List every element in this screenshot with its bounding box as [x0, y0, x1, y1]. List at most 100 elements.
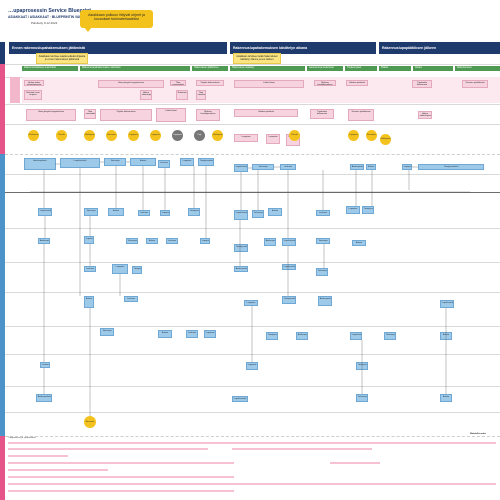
backstage-action: Tietojärjestelmät: [188, 208, 200, 216]
support-bar: [8, 455, 68, 458]
lane-marker-support: [0, 436, 5, 500]
backstage-action: Tarkastaja: [252, 210, 264, 218]
frontstage-action: Arkisto: [366, 164, 376, 170]
backstage-action: Asiakaspalvelu: [38, 238, 50, 244]
backstage-action: Lupakäsittelijä: [282, 238, 296, 246]
lane-marker-backstage: [0, 154, 5, 436]
support-bar: [8, 490, 234, 493]
customer-action: Tilaa suunnitelmat: [170, 80, 186, 86]
backstage-action: Arkisto: [146, 238, 158, 244]
line-of-interaction: [5, 154, 500, 155]
support-bar: [8, 442, 496, 445]
backstage-action: Asiakaspalvelu: [318, 296, 332, 306]
backstage-action: Lupakäsittelijä: [84, 236, 94, 244]
backstage-action: Tietojärjestelmät: [234, 244, 248, 252]
frontstage-action: Lupakäsittelijä: [60, 158, 100, 168]
page-title: …upaprosessin Service Blueprint: [8, 8, 92, 14]
lane-marker-customer: [0, 64, 5, 154]
frontstage-action: Lupakäsittelijä: [234, 164, 248, 172]
customer-action: Rakentaa: [176, 90, 188, 100]
touchpoint-circle: Kirje: [194, 130, 205, 141]
backstage-action: Tarkastaja: [316, 268, 328, 276]
phase-header: Rakennuslupahakemuksen käsittelyn aikana: [230, 42, 376, 54]
customer-action: Selvittää luvan tarpeen: [24, 90, 42, 100]
lane-divider: [5, 292, 500, 293]
lane-divider: [5, 326, 500, 327]
page-subtitle: ASIAKKAAT / ASIAKKAAT · BLUEPRINTIN VAIH…: [8, 14, 103, 19]
backstage-action: Laskutus: [40, 362, 50, 368]
subphase-bar: Hakemuksen jättäminen: [192, 66, 228, 71]
customer-step: Täydentää hakemusta: [310, 109, 334, 119]
backstage-action: Tietojärjestelmät: [356, 362, 368, 370]
customer-action: Odottaa päätöstä: [346, 80, 368, 86]
touchpoint: Lupapiste: [266, 134, 280, 144]
backstage-action: Tietojärjestelmät: [266, 332, 278, 340]
touchpoint: Lupapiste: [234, 134, 258, 142]
backstage-action: Laskutus: [316, 210, 330, 216]
backstage-action: Asiakaspalvelu: [264, 238, 276, 246]
backstage-action: Arkisto: [84, 296, 94, 308]
backstage-action: Arkisto: [158, 330, 172, 338]
backstage-action: Lupakäsittelijä: [234, 210, 248, 220]
lane-divider: [5, 64, 500, 65]
subphase-bar: Hakemuksen käsittely: [230, 66, 305, 71]
backstage-action: Lupapiste: [204, 330, 216, 338]
backstage-action: Laskutus: [138, 210, 150, 216]
customer-step: Liittää liitteet: [156, 108, 186, 122]
customer-step: Täyttää hakemuksen: [100, 109, 152, 121]
support-bar: [8, 448, 208, 451]
touchpoint-circle: Lupapiste: [172, 130, 183, 141]
backstage-action: Tarkastaja: [356, 394, 368, 402]
backstage-action: Arkisto: [352, 240, 366, 246]
customer-step: Ottaa yhteyttä lupapalveluun: [26, 109, 76, 121]
support-label: Tukiprosessit ja -järjestelmät: [8, 437, 36, 439]
backstage-action: Arkisto: [108, 208, 124, 216]
support-bar: [8, 462, 234, 465]
support-bar: [8, 476, 234, 479]
frontstage-action: Laskutus: [280, 164, 296, 170]
subphase-bar: Päätös: [379, 66, 411, 71]
support-bar: [8, 469, 108, 472]
backstage-action: Tietojärjestelmät: [132, 266, 142, 274]
subphase-bar: Rakentaminen: [455, 66, 500, 71]
subphase-bar: Rakennuslupahakemuksen valmistelu: [80, 66, 190, 71]
support-bar: [330, 462, 380, 465]
customer-action: Liittää liitteet: [234, 80, 304, 88]
customer-step: Tutustuu päätökseen: [348, 109, 374, 121]
customer-step: Tilaa suunnitelmat: [84, 109, 96, 119]
subphase-bar: Aloitus: [413, 66, 453, 71]
updated-date: Päivitetty 8.12.2023: [31, 21, 58, 25]
customer-action: Täydentää hakemusta: [412, 80, 432, 88]
insight-note: Asiakkaan tarvitsee tietää hakemuksen kä…: [233, 53, 281, 64]
customer-action: Hakee aloituslupaa: [140, 90, 152, 100]
customer-action: Tilaa katselmuksen: [196, 90, 206, 100]
subphase-bar: Rakennushankkeen suunnittelu: [22, 66, 78, 71]
lane-divider: [5, 412, 500, 413]
lane-divider: [5, 386, 500, 387]
customer-action: Hakee tietoa rakentamisesta: [24, 80, 44, 86]
backstage-action: Lupapiste: [200, 238, 210, 244]
backstage-action: Laskutus: [186, 330, 198, 338]
customer-action: Tutustuu päätökseen: [462, 80, 488, 88]
lane-divider: [5, 104, 500, 105]
backstage-action: Lupapiste: [246, 362, 258, 370]
frontstage-action: Arkisto: [130, 158, 156, 166]
frontstage-action: Laskutus: [158, 160, 170, 168]
line-of-visibility: [5, 192, 500, 193]
backstage-action: Arkisto: [268, 208, 282, 216]
lane-divider: [5, 124, 500, 125]
touchpoint-circle: Katselmus: [366, 130, 377, 141]
subphase-bar: Lausunnot ja kuulemiset: [307, 66, 343, 71]
frontstage-action: Tarkastaja: [104, 158, 126, 166]
backstage-action: Lupapiste: [160, 210, 170, 216]
backstage-action: Tarkastaja: [126, 238, 138, 244]
frontstage-action: Tietojärjestelmät: [198, 158, 214, 166]
touchpoint-circle: Sähköposti: [84, 130, 95, 141]
customer-step: Odottaa päätöstä: [234, 109, 298, 117]
backstage-action: Tarkastaja: [316, 238, 330, 244]
backstage-action: Lupapiste: [346, 206, 360, 214]
backstage-action: Lupakäsittelijä: [282, 264, 296, 270]
customer-action: Ottaa yhteyttä lupapalveluun: [98, 80, 164, 88]
frontstage-action: Lupapiste: [180, 158, 194, 166]
